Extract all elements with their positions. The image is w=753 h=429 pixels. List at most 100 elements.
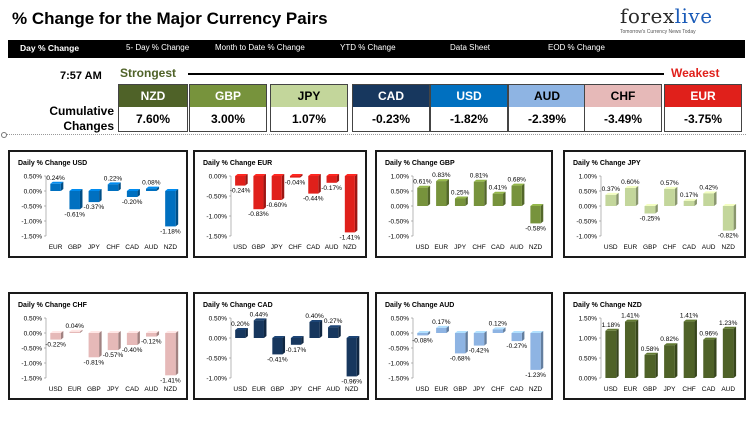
bar-top <box>50 181 64 184</box>
bar-side <box>318 174 321 194</box>
data-label: -0.82% <box>718 233 739 240</box>
bar-top <box>605 192 619 195</box>
bar <box>644 206 656 214</box>
data-label: 0.60% <box>621 179 640 186</box>
bar-side <box>156 186 160 191</box>
category-label: JPY <box>454 244 467 251</box>
category-label: AUD <box>510 244 524 251</box>
bar <box>722 206 734 231</box>
tab-day-change[interactable]: Day % Change <box>20 43 80 53</box>
bar-top <box>126 331 140 333</box>
data-label: -0.27% <box>506 343 527 350</box>
chart-title: Daily % Change GBP <box>385 160 455 167</box>
bar-side <box>427 331 431 336</box>
currency-name: CAD <box>353 85 429 107</box>
data-label: 1.41% <box>621 313 640 320</box>
bar-top <box>88 331 102 333</box>
bar-side <box>118 182 121 191</box>
bar-top <box>454 196 468 199</box>
bar-side <box>655 204 658 214</box>
logo[interactable]: forexlive Tomorrow's Currency News Today <box>620 4 744 40</box>
data-label: -0.17% <box>321 185 342 192</box>
bar-side <box>521 331 525 342</box>
data-label: -0.17% <box>286 347 307 354</box>
category-label: EUR <box>623 244 637 251</box>
currency-name: EUR <box>665 85 741 107</box>
chart-6: Daily % Change CAD 0.50% 0.00% -0.50% -1.00%… <box>193 292 369 400</box>
bar <box>473 333 485 346</box>
tab-month-to-date-change[interactable]: Month to Date % Change <box>215 43 305 52</box>
tab-eod-change[interactable]: EOD % Change <box>548 43 605 52</box>
bar-top <box>511 183 525 186</box>
data-label: -0.25% <box>640 216 661 223</box>
bar <box>530 333 541 370</box>
bar-side <box>263 174 266 210</box>
chart-title: Daily % Change USD <box>18 160 87 167</box>
category-label: USD <box>604 386 618 393</box>
y-tick-label: -0.50% <box>388 346 409 353</box>
bar <box>492 193 504 206</box>
category-label: USD <box>233 244 247 251</box>
category-label: EUR <box>252 386 266 393</box>
category-label: GBP <box>643 244 657 251</box>
data-label: -0.04% <box>285 180 306 187</box>
y-tick-label: 0.00% <box>391 331 410 338</box>
bar <box>69 331 80 333</box>
bar-top <box>107 182 121 185</box>
chart-4: Daily % Change JPY 1.00% 0.50% 0.00% -0.50% -… <box>563 150 746 258</box>
category-label: GBP <box>252 244 266 251</box>
data-label: -1.41% <box>160 377 181 384</box>
data-label: 0.20% <box>231 321 250 328</box>
data-label: -0.96% <box>341 378 362 385</box>
data-label: 0.42% <box>699 184 718 191</box>
category-label: NZD <box>164 386 178 393</box>
currency-name: CHF <box>585 85 661 107</box>
currency-box-jpy: JPY 1.07% <box>270 84 348 132</box>
bar-top <box>165 331 179 333</box>
bar <box>328 327 339 338</box>
bar-top <box>664 186 678 189</box>
chart-title: Daily % Change JPY <box>573 160 641 167</box>
category-label: CAD <box>510 386 524 393</box>
bar-top <box>605 328 619 331</box>
category-label: CHF <box>663 244 676 251</box>
data-label: -0.61% <box>64 211 85 218</box>
bar-top <box>271 174 285 176</box>
bar-top <box>290 336 304 338</box>
bar-top <box>69 329 83 332</box>
data-label: 0.40% <box>305 313 324 320</box>
data-label: 0.24% <box>46 175 65 182</box>
chart-svg: Daily % Change NZD 1.50% 1.00% 0.50% 0.00% 1.… <box>573 302 738 393</box>
bar <box>436 327 447 333</box>
category-label: USD <box>604 244 618 251</box>
bar-side <box>245 174 248 186</box>
resize-handle[interactable] <box>1 132 7 138</box>
bar-top <box>436 325 449 328</box>
category-label: NZD <box>345 386 359 393</box>
tab-data-sheet[interactable]: Data Sheet <box>450 43 491 52</box>
data-label: -0.12% <box>141 339 162 346</box>
data-label: 0.04% <box>65 323 84 330</box>
bar-side <box>446 179 449 206</box>
tab-5day-change[interactable]: 5- Day % Change <box>126 43 190 52</box>
bar-side <box>427 185 431 206</box>
bar-top <box>309 320 323 322</box>
bar <box>50 333 61 340</box>
data-label: 0.81% <box>470 173 489 180</box>
data-label: -0.57% <box>103 352 124 359</box>
tab-ytd-change[interactable]: YTD % Change <box>340 43 396 52</box>
logo-tagline: Tomorrow's Currency News Today <box>620 29 696 35</box>
y-tick-label: -0.50% <box>206 356 227 363</box>
currency-box-aud: AUD -2.39% <box>508 84 586 132</box>
data-label: -1.18% <box>160 228 181 235</box>
bar <box>253 176 264 210</box>
bar-side <box>137 331 140 345</box>
bar <box>454 333 466 354</box>
bar-side <box>655 352 658 378</box>
bar-side <box>336 174 340 183</box>
data-label: -1.41% <box>340 234 361 241</box>
category-label: USD <box>416 244 430 251</box>
bar <box>126 191 138 197</box>
bar-side <box>635 186 639 206</box>
y-tick-label: 0.00% <box>24 189 43 196</box>
